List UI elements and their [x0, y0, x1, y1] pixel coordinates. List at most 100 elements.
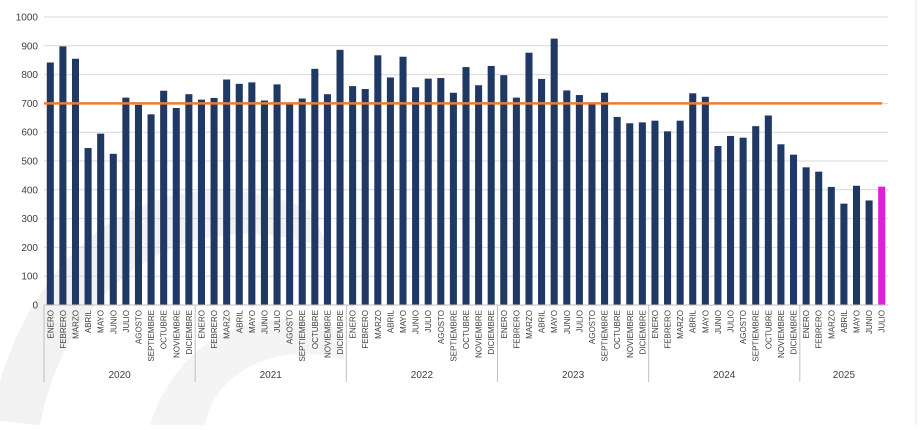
bar — [588, 102, 596, 305]
x-tick-label: MARZO — [223, 310, 232, 339]
bar — [815, 171, 823, 305]
bar — [613, 116, 621, 305]
bar — [601, 92, 609, 305]
bar — [323, 94, 331, 306]
x-tick-label: FEBRERO — [815, 310, 824, 349]
x-tick-label: JULIO — [727, 310, 736, 333]
y-tick-label: 400 — [21, 185, 38, 196]
x-tick-label: AGOSTO — [739, 310, 748, 344]
x-tick-label: ENERO — [197, 310, 206, 338]
year-label: 2023 — [562, 370, 585, 381]
bar — [789, 154, 798, 305]
bar — [739, 137, 747, 305]
x-tick-label: JUNIO — [563, 310, 572, 334]
x-tick-label: ENERO — [651, 310, 660, 338]
bar — [449, 92, 457, 305]
x-tick-label: JULIO — [122, 310, 131, 333]
bar — [374, 55, 382, 305]
x-axis: ENERO FEBRERO MARZO ABRIL MAYO JUNIO JULIO AGOS… — [43, 304, 888, 382]
bar — [160, 90, 168, 305]
x-tick-label: FEBRERO — [512, 310, 521, 349]
x-tick-label: NOVIEMBRE — [777, 310, 786, 358]
bar — [185, 94, 193, 306]
bar — [311, 68, 319, 305]
x-tick-label: SEPTIEMBRE — [601, 310, 610, 362]
x-tick-label: DICIEMBRE — [638, 310, 647, 354]
x-tick-label: DICIEMBRE — [336, 310, 345, 354]
x-tick-label: AGOSTO — [134, 310, 143, 344]
year-label: 2025 — [833, 370, 856, 381]
bar — [399, 56, 407, 305]
y-tick-label: 600 — [21, 128, 38, 139]
bars — [46, 38, 886, 306]
y-tick-label: 100 — [21, 272, 38, 283]
x-tick-label: FEBRERO — [361, 310, 370, 349]
x-tick-label: JUNIO — [865, 310, 874, 334]
bar — [827, 186, 835, 305]
y-tick-label: 200 — [21, 243, 38, 254]
bar — [147, 114, 155, 306]
x-tick-label: AGOSTO — [588, 310, 597, 344]
bar — [210, 97, 218, 305]
x-tick-label: ABRIL — [386, 309, 395, 333]
x-tick-label: MAYO — [248, 310, 257, 333]
x-tick-label: NOVIEMBRE — [172, 310, 181, 358]
y-tick-label: 1000 — [16, 13, 39, 24]
bar — [412, 87, 420, 305]
bar — [764, 115, 772, 305]
x-tick-label: MARZO — [525, 310, 534, 339]
x-tick-label: DICIEMBRE — [185, 310, 194, 354]
bar — [172, 108, 180, 306]
bar — [727, 135, 735, 305]
bar — [46, 62, 54, 306]
x-tick-label: DICIEMBRE — [790, 310, 799, 354]
x-tick-label: MARZO — [827, 310, 836, 339]
bar — [651, 120, 659, 306]
x-tick-label: MAYO — [399, 310, 408, 333]
y-tick-label: 700 — [21, 99, 38, 110]
x-tick-label: NOVIEMBRE — [475, 310, 484, 358]
bar — [676, 120, 684, 306]
x-tick-label: ABRIL — [235, 309, 244, 333]
bar — [701, 96, 709, 305]
x-tick-label: MARZO — [676, 310, 685, 339]
y-tick-label: 500 — [21, 157, 38, 168]
bar — [475, 85, 483, 305]
x-tick-label: OCTUBRE — [311, 310, 320, 349]
x-tick-label: ABRIL — [840, 309, 849, 333]
x-tick-label: JULIO — [424, 310, 433, 333]
x-tick-label: ENERO — [349, 310, 358, 338]
bar — [714, 146, 722, 305]
x-tick-label: OCTUBRE — [160, 310, 169, 349]
bar — [437, 78, 445, 305]
x-tick-label: JULIO — [575, 310, 584, 333]
x-tick-label: NOVIEMBRE — [323, 310, 332, 358]
x-tick-label: JUNIO — [412, 310, 421, 334]
bar — [71, 58, 80, 306]
bar — [260, 100, 268, 306]
x-tick-label: MARZO — [374, 310, 383, 339]
bar — [500, 75, 508, 306]
bar — [840, 203, 848, 305]
x-tick-label: FEBRERO — [664, 310, 673, 349]
bar — [575, 95, 583, 305]
x-tick-label: ENERO — [500, 310, 509, 338]
bar — [349, 86, 357, 306]
year-label: 2022 — [411, 370, 434, 381]
bar — [235, 83, 243, 305]
bar — [134, 104, 143, 305]
bar — [626, 123, 634, 305]
x-tick-label: JUNIO — [260, 310, 269, 334]
x-tick-label: OCTUBRE — [764, 310, 773, 349]
x-tick-label: MAYO — [701, 310, 710, 333]
x-tick-label: ENERO — [46, 310, 55, 338]
bar — [97, 133, 105, 305]
bar — [386, 77, 394, 305]
x-tick-label: MAYO — [97, 310, 106, 333]
y-tick-label: 0 — [32, 301, 38, 312]
bar — [248, 82, 256, 305]
x-tick-label: ABRIL — [84, 309, 93, 333]
bar — [286, 103, 294, 305]
bar — [84, 148, 92, 305]
